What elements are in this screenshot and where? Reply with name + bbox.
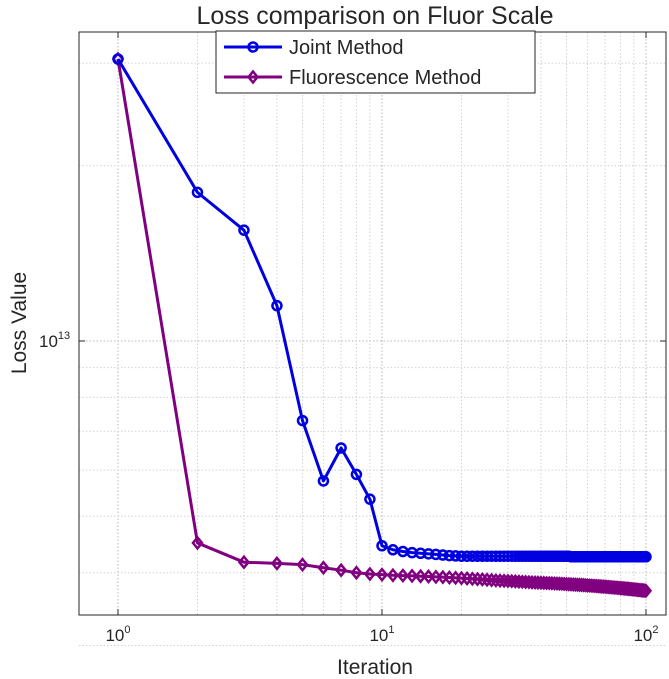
data-point-joint <box>376 540 388 552</box>
data-point-fluorescence <box>270 555 284 571</box>
data-point-joint <box>422 548 435 560</box>
data-point-fluorescence <box>639 583 653 599</box>
data-point-joint <box>455 550 468 562</box>
y-tick-label: 1013 <box>39 330 70 351</box>
data-point-fluorescence <box>296 557 309 573</box>
data-point-fluorescence <box>414 568 427 584</box>
data-point-joint <box>350 468 363 481</box>
legend-box <box>215 30 536 94</box>
data-point-joint <box>317 475 330 487</box>
data-point-fluorescence <box>386 567 400 583</box>
data-point-joint <box>271 299 283 312</box>
legend-label-joint: Joint Method <box>289 37 404 59</box>
data-point-fluorescence <box>350 565 363 581</box>
chart-title: Loss comparison on Fluor Scale <box>196 2 553 30</box>
tick-labels: 100 101 102 1013 <box>39 32 666 645</box>
data-point-joint <box>191 186 204 199</box>
data-point-fluorescence <box>375 567 389 583</box>
data-point-joint <box>640 551 652 563</box>
y-axis-label: Loss Value <box>8 272 31 374</box>
legend-label-fluorescence: Fluorescence Method <box>289 67 481 89</box>
data-point-joint <box>335 442 347 454</box>
data-point-joint <box>112 53 124 65</box>
data-point-fluorescence <box>191 535 204 551</box>
legend-marker-joint <box>247 41 259 53</box>
data-point-fluorescence <box>237 554 251 570</box>
grid <box>79 32 666 646</box>
data-point-joint <box>461 550 473 562</box>
x-axis-label: Iteration <box>337 656 413 679</box>
x-tick-label: 102 <box>633 624 658 645</box>
x-tick-label: 101 <box>369 624 394 645</box>
data-point-joint <box>498 550 510 562</box>
series-layer <box>111 51 653 599</box>
data-point-fluorescence <box>317 560 330 576</box>
data-point-joint <box>449 550 462 562</box>
x-tick-label: 100 <box>105 624 130 645</box>
legend: Joint Method Fluorescence Method <box>215 30 536 94</box>
data-point-fluorescence <box>405 568 419 584</box>
data-point-joint <box>430 548 442 561</box>
data-point-fluorescence <box>489 572 502 588</box>
data-point-fluorescence <box>334 562 348 578</box>
data-point-joint <box>443 549 456 562</box>
data-point-joint <box>296 414 309 427</box>
data-point-joint <box>364 493 376 505</box>
data-point-fluorescence <box>396 568 410 584</box>
data-point-joint <box>238 224 250 236</box>
data-point-fluorescence <box>493 573 507 589</box>
plot-area <box>79 32 666 615</box>
data-point-fluorescence <box>363 566 377 582</box>
data-point-joint <box>502 550 514 562</box>
legend-marker-fluorescence <box>246 69 260 85</box>
data-point-joint <box>505 550 518 562</box>
data-point-fluorescence <box>422 569 435 585</box>
data-point-joint <box>437 549 449 561</box>
data-point-fluorescence <box>501 573 515 589</box>
data-point-fluorescence <box>497 573 511 589</box>
